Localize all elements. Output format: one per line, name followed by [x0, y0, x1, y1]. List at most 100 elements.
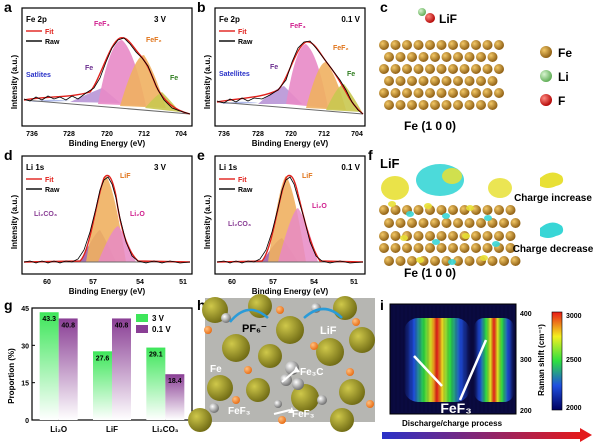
charge-density-lobe — [448, 259, 456, 265]
fe-atom — [430, 100, 440, 110]
fe-atom — [482, 231, 493, 241]
fe-atom — [413, 40, 424, 50]
raw-legend: Raw — [238, 39, 253, 46]
fe-atom — [379, 205, 389, 215]
fe-slab — [379, 201, 521, 266]
fe-atom — [407, 100, 417, 110]
fe-atom — [453, 256, 463, 266]
li-atom — [418, 8, 426, 16]
x-tick: 51 — [179, 279, 187, 286]
x-tick: 54 — [310, 279, 318, 286]
x-tick: 720 — [101, 131, 113, 138]
fe-atom — [379, 231, 389, 241]
x-axis-label: Binding Energy (eV) — [69, 139, 146, 148]
fe-atom — [487, 76, 498, 86]
voltage-label: 3 V — [154, 15, 167, 24]
fe-atom — [395, 256, 406, 266]
orange-particle — [346, 368, 354, 376]
fe-atom — [476, 100, 486, 110]
raw-legend: Raw — [45, 187, 60, 194]
panel-letter: d — [4, 147, 13, 163]
voltage-label: 0.1 V — [341, 15, 360, 24]
fe-atom — [482, 64, 493, 74]
fe-atom — [476, 76, 486, 86]
fe-atom — [510, 218, 521, 228]
panel-g: g Proportion (%) 0 15 30 45 43.3 40.8 27.6 40.… — [4, 297, 193, 434]
fe-atom — [494, 40, 504, 50]
fe-atom — [390, 205, 401, 215]
fe-atom — [487, 256, 498, 266]
fe3c-label: Fe₃C — [300, 367, 324, 378]
element-label: Li 1s — [219, 163, 238, 172]
x-tick: 57 — [89, 279, 97, 286]
fe-atom — [459, 64, 470, 74]
fe-atom — [425, 243, 435, 253]
fit-legend: Fit — [238, 29, 247, 36]
fe-atom — [453, 100, 463, 110]
fe-atom — [453, 76, 463, 86]
fe-atom — [390, 40, 401, 50]
colorbar-tick: 2500 — [566, 357, 582, 364]
x-ticks: 736 728 720 712 704 — [218, 131, 363, 138]
fe-atom — [471, 64, 481, 74]
fe-atom — [464, 76, 475, 86]
surface-label: Fe (1 0 0) — [404, 119, 456, 133]
x-tick: 704 — [175, 131, 187, 138]
interphase-particle — [339, 379, 365, 405]
charge-density-lobe — [480, 255, 488, 261]
f-legend-ball — [540, 94, 552, 106]
fe-atom — [436, 64, 447, 74]
x-tick: 736 — [26, 131, 38, 138]
x-tick: 712 — [138, 131, 150, 138]
interphase-particle — [207, 375, 233, 401]
fe-atom — [395, 52, 406, 62]
fe-atom — [384, 100, 394, 110]
fe-atom — [436, 205, 447, 215]
raw-curve — [23, 37, 191, 115]
fe-label: Fe — [85, 65, 93, 72]
fef2-peak — [120, 55, 166, 108]
fe-atom — [441, 52, 452, 62]
y-axis-label: Intensity (a.u.) — [203, 55, 212, 110]
fe-atom — [384, 218, 394, 228]
fe-atom — [407, 256, 417, 266]
charge-density-lobe — [424, 203, 432, 209]
fef3-label: FeF₃ — [292, 409, 315, 420]
fe-atom — [418, 76, 429, 86]
blue-arrow — [229, 308, 269, 323]
satellites-label: Satlites — [26, 72, 51, 79]
charge-density-lobe — [492, 241, 500, 247]
y-tick: 30 — [21, 343, 29, 350]
fe-atom — [384, 52, 394, 62]
fe-atom — [505, 205, 516, 215]
fef3-label: FeF₃ — [290, 23, 306, 30]
interphase-particle — [276, 316, 304, 344]
fe-atom — [395, 76, 406, 86]
fef2-label: FeF₂ — [333, 45, 349, 52]
panel-letter: h — [197, 297, 206, 313]
interphase-particle — [248, 294, 272, 318]
x-axis-label: Binding Energy (eV) — [252, 287, 329, 296]
y-tick: 15 — [21, 381, 29, 388]
x-tick: 60 — [43, 279, 51, 286]
white-arrow — [413, 355, 443, 387]
fe-atom — [379, 40, 389, 50]
x-ticks: 60 57 54 51 — [43, 279, 187, 286]
panel-d: d Intensity (a.u.) Li 1s 3 V Fit Raw LiF… — [4, 147, 193, 296]
arrowhead — [288, 407, 294, 413]
fe-atom — [471, 231, 481, 241]
orange-particle — [278, 416, 286, 424]
x-tick: 54 — [136, 279, 144, 286]
category-label: LiF — [106, 425, 118, 434]
fe-atom — [413, 243, 424, 253]
interphase-particle — [258, 344, 282, 368]
fe-atom — [459, 243, 470, 253]
fe-atom — [464, 256, 475, 266]
x-categories: Li₂O LiF Li₂CO₃ — [50, 425, 179, 434]
element-label: Fe 2p — [26, 15, 47, 24]
fe-atom — [441, 100, 452, 110]
charge-density-lobe — [416, 257, 424, 263]
orange-particle — [352, 318, 360, 326]
fe-atom — [505, 243, 516, 253]
fe-atom — [436, 40, 447, 50]
